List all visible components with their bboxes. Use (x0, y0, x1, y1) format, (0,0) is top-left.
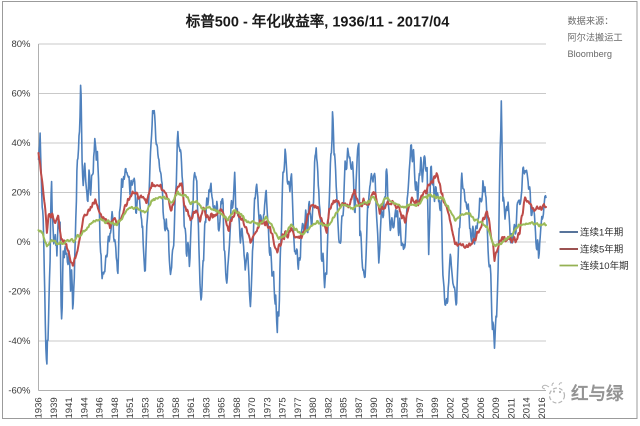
svg-text:-20%: -20% (8, 287, 31, 298)
svg-text:2009: 2009 (491, 397, 502, 418)
svg-text:连续1年期: 连续1年期 (580, 226, 623, 238)
svg-text:40%: 40% (11, 138, 31, 149)
svg-text:阿尔法搬运工: 阿尔法搬运工 (568, 32, 623, 43)
svg-text:1982: 1982 (323, 397, 334, 418)
svg-text:2014: 2014 (522, 397, 533, 418)
svg-text:1992: 1992 (384, 397, 395, 418)
svg-text:1953: 1953 (140, 397, 151, 418)
svg-text:1948: 1948 (110, 397, 121, 418)
svg-text:1956: 1956 (156, 397, 167, 418)
svg-text:1961: 1961 (186, 397, 197, 418)
svg-text:1946: 1946 (95, 397, 106, 418)
svg-text:1975: 1975 (278, 397, 289, 418)
svg-text:1987: 1987 (354, 397, 365, 418)
svg-text:1965: 1965 (217, 397, 228, 418)
svg-text:红与绿: 红与绿 (571, 384, 624, 404)
svg-text:1985: 1985 (339, 397, 350, 418)
svg-text:1977: 1977 (293, 397, 304, 418)
svg-text:20%: 20% (11, 188, 31, 199)
svg-text:1999: 1999 (430, 397, 441, 418)
svg-text:0%: 0% (17, 237, 31, 248)
svg-text:1990: 1990 (369, 397, 380, 418)
svg-text:数据来源：: 数据来源： (568, 15, 614, 26)
svg-text:1970: 1970 (247, 397, 258, 418)
svg-text:2002: 2002 (445, 397, 456, 418)
svg-text:1973: 1973 (262, 397, 273, 418)
svg-text:连续10年期: 连续10年期 (580, 260, 629, 272)
svg-text:1941: 1941 (64, 397, 75, 418)
svg-text:60%: 60% (11, 89, 31, 100)
svg-text:-60%: -60% (8, 386, 31, 397)
svg-text:1980: 1980 (308, 397, 319, 418)
svg-text:1963: 1963 (201, 397, 212, 418)
svg-text:1958: 1958 (171, 397, 182, 418)
svg-text:2016: 2016 (537, 397, 548, 418)
svg-text:1951: 1951 (125, 397, 136, 418)
svg-text:1968: 1968 (232, 397, 243, 418)
svg-text:-40%: -40% (8, 336, 31, 347)
svg-text:2011: 2011 (506, 398, 517, 418)
svg-text:连续5年期: 连续5年期 (580, 243, 623, 255)
svg-text:2004: 2004 (461, 397, 472, 418)
svg-text:1994: 1994 (400, 397, 411, 418)
svg-text:1939: 1939 (49, 397, 60, 418)
svg-text:80%: 80% (11, 39, 31, 50)
svg-text:标普500 - 年化收益率, 1936/11 - 2017/: 标普500 - 年化收益率, 1936/11 - 2017/04 (185, 13, 450, 31)
svg-text:1936: 1936 (34, 397, 45, 418)
svg-text:Bloomberg: Bloomberg (568, 49, 612, 59)
svg-text:1944: 1944 (79, 397, 90, 418)
svg-text:1997: 1997 (415, 397, 426, 418)
svg-text:2006: 2006 (476, 397, 487, 418)
